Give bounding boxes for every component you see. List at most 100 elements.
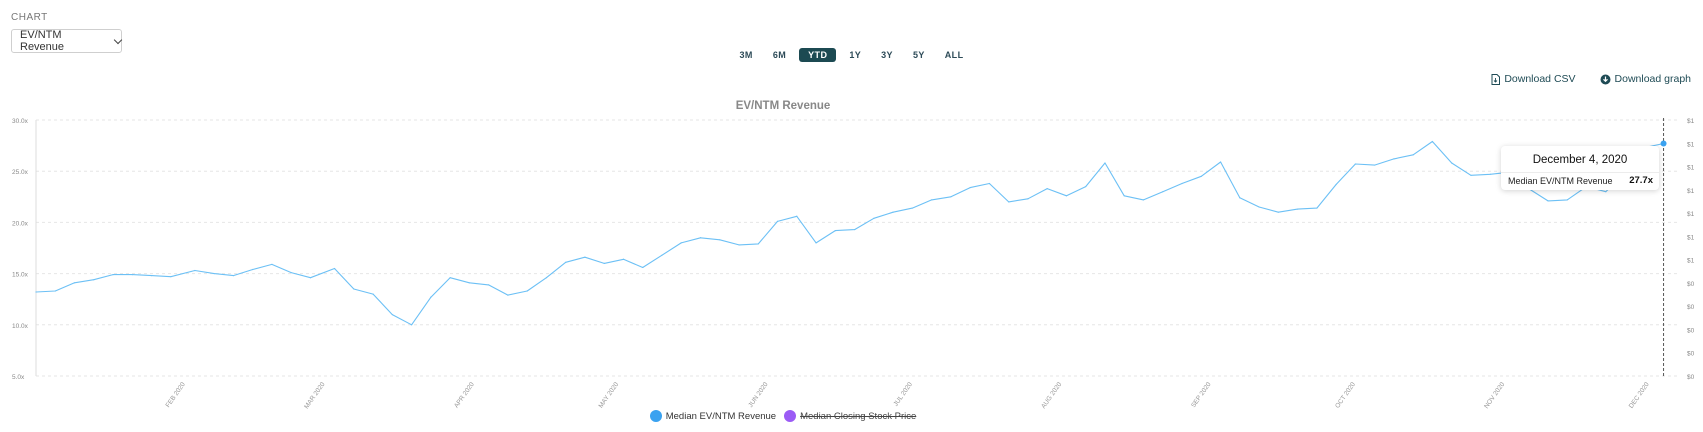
data-point <box>73 282 76 284</box>
y-tick-label: 30.0x <box>12 118 29 125</box>
y2-tick-label: $0 <box>1687 327 1695 334</box>
download-graph-button[interactable]: Download graph <box>1600 73 1691 85</box>
x-tick-label: AUG 2020 <box>1040 381 1063 410</box>
data-point <box>1162 191 1164 193</box>
range-selector: 3M 6M YTD 1Y 3Y 5Y ALL <box>0 48 1703 62</box>
range-button-3y[interactable]: 3Y <box>881 50 893 60</box>
download-csv-button[interactable]: Download CSV <box>1491 73 1576 85</box>
data-point <box>507 294 509 296</box>
y2-tick-label: $0 <box>1687 304 1695 311</box>
data-point <box>834 229 836 232</box>
data-point <box>1566 199 1568 201</box>
data-point <box>430 296 432 298</box>
x-tick-label: MAY 2020 <box>597 381 620 410</box>
x-tick-label: MAR 2020 <box>303 381 327 410</box>
data-point <box>1277 211 1279 213</box>
data-point <box>1258 206 1260 208</box>
x-tick-label: JUL 2020 <box>892 381 914 408</box>
y-tick-label: 25.0x <box>12 169 29 176</box>
metric-select-value: EV/NTM Revenue <box>20 29 65 53</box>
x-tick-label: FEB 2020 <box>165 381 188 409</box>
range-button-1y[interactable]: 1Y <box>849 50 862 60</box>
legend-swatch-ev <box>649 410 662 422</box>
range-button-6m[interactable]: 6M <box>772 50 787 60</box>
range-button-3m[interactable]: 3M <box>739 50 753 60</box>
data-point <box>642 266 644 269</box>
range-button-5y[interactable]: 5Y <box>912 50 925 60</box>
y-tick-label: 20.0x <box>12 220 29 227</box>
metric-select[interactable]: EV/NTM Revenue <box>11 29 123 53</box>
download-links: Download CSV Download graph <box>1491 73 1691 85</box>
data-point <box>892 211 894 213</box>
data-point <box>271 263 273 265</box>
y2-tick-label: $0 <box>1687 374 1695 381</box>
x-tick-label: APR 2020 <box>453 381 476 410</box>
data-point <box>449 277 451 279</box>
chevron-down-icon <box>113 35 123 44</box>
data-point <box>680 242 682 244</box>
hover-marker <box>1660 140 1667 147</box>
data-point <box>1104 162 1106 164</box>
data-point <box>950 196 952 198</box>
data-point <box>1085 185 1087 188</box>
data-point <box>54 290 56 292</box>
y2-tick-label: $1 <box>1687 165 1695 172</box>
data-point <box>232 275 235 277</box>
data-point <box>931 199 933 201</box>
range-button-ytd[interactable]: YTD <box>799 48 837 62</box>
data-point <box>170 276 172 278</box>
data-point <box>1605 191 1607 193</box>
data-point <box>391 313 393 316</box>
data-point <box>1412 154 1414 156</box>
data-point <box>194 269 196 272</box>
data-point <box>969 186 971 189</box>
tooltip-date: December 4, 2020 <box>1532 154 1628 166</box>
data-point <box>1489 173 1491 175</box>
data-point <box>661 254 663 256</box>
data-point <box>213 273 215 275</box>
y2-tick-label: $1 <box>1687 188 1695 195</box>
data-point <box>815 242 817 244</box>
data-point <box>1027 198 1029 200</box>
file-icon <box>1491 73 1501 85</box>
data-point <box>112 274 114 276</box>
chart-tooltip: December 4, 2020 Median EV/NTM Revenue 2… <box>1501 146 1659 190</box>
data-point <box>873 217 875 219</box>
data-point <box>622 258 625 260</box>
download-graph-label: Download graph <box>1614 73 1691 85</box>
series-line-median-ev-ntm-revenue <box>35 140 1664 326</box>
data-point <box>131 274 133 276</box>
data-point <box>372 293 374 295</box>
download-csv-label: Download CSV <box>1504 73 1576 85</box>
data-point <box>1470 174 1472 176</box>
data-point <box>1374 164 1376 166</box>
data-point <box>853 228 856 231</box>
data-point <box>584 256 586 258</box>
data-point <box>35 291 37 293</box>
tooltip-divider <box>1501 172 1659 173</box>
legend-item-ev[interactable]: Median EV/NTM Revenue <box>649 410 776 422</box>
data-point <box>1219 161 1222 163</box>
range-button-all[interactable]: ALL <box>944 50 964 60</box>
data-point <box>333 267 336 270</box>
data-point <box>738 244 740 246</box>
data-point <box>526 290 528 292</box>
data-point <box>1142 199 1145 201</box>
data-point <box>1181 182 1183 185</box>
legend-item-price[interactable]: Median Closing Stock Price <box>784 410 916 422</box>
chart-label: CHART <box>11 12 48 23</box>
data-point <box>757 243 759 245</box>
x-tick-label: JUN 2020 <box>747 381 770 409</box>
legend-swatch-price <box>784 410 797 422</box>
tooltip-value: 27.7x <box>1629 175 1653 186</box>
data-point <box>719 239 721 241</box>
data-point <box>468 282 470 284</box>
data-point <box>1065 195 1068 197</box>
data-point <box>911 207 913 209</box>
y2-tick-label: $0 <box>1687 281 1695 288</box>
data-point <box>1547 200 1549 202</box>
chart-title: EV/NTM Revenue <box>735 100 831 112</box>
y-tick-label: 5.0x <box>12 374 25 381</box>
data-point <box>309 277 312 279</box>
